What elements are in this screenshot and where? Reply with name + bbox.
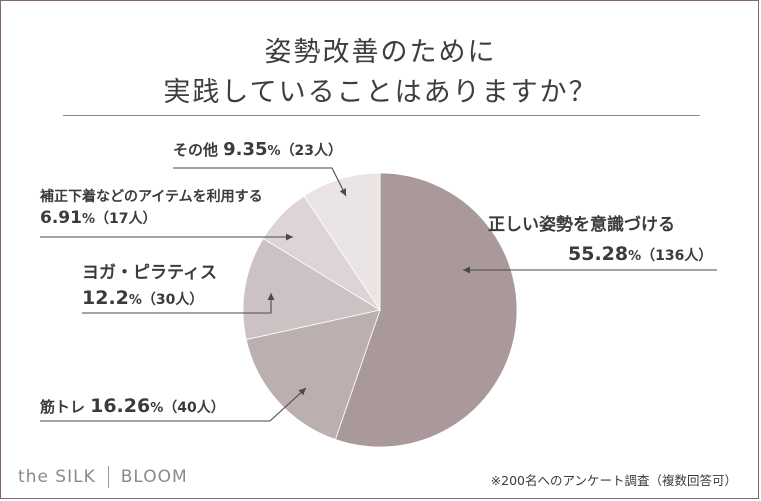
leader-strength-training [40,387,307,422]
label-corrective-underwear: 補正下着などのアイテムを利用する 6.91%（17人） [40,186,263,228]
brand-logo: the SILK BLOOM [18,466,188,488]
percent-sign: % [150,401,164,416]
slice-other [303,172,381,312]
slice-name: ヨガ・ピラティス [82,263,217,283]
chart-title-line1: 姿勢改善のために [264,37,497,68]
slice-count: （40人） [163,400,225,416]
brand-left: the SILK [18,467,96,487]
slice-name: 筋トレ [40,398,86,416]
slice-count: （23人） [280,143,343,159]
slice-percent: 6.91 [40,208,82,228]
percent-sign: % [628,249,642,264]
slice-count: （30人） [141,292,204,308]
slice-percent: 9.35 [223,139,268,160]
slice-percent: 55.28 [568,243,629,265]
slice-name: その他 [173,141,219,159]
leader-yoga-pilates-arrowhead [267,293,275,300]
label-other: その他 9.35%（23人） [173,139,342,160]
label-correct-posture: 正しい姿勢を意識づける 55.28%（136人） [488,210,712,265]
slice-name: 正しい姿勢を意識づける [488,215,675,235]
leader-other-arrowhead [339,188,346,196]
leader-correct-posture-arrowhead [463,266,470,274]
title-underline [63,115,700,116]
label-yoga-pilates: ヨガ・ピラティス 12.2%（30人） [82,258,217,309]
survey-footnote: ※200名へのアンケート調査（複数回答可） [490,473,737,488]
chart-title-line2: 実践していることはありますか？ [163,77,598,108]
slice-name: 補正下着などのアイテムを利用する [40,189,263,205]
slice-count: （136人） [641,248,713,264]
brand-divider [107,466,109,488]
percent-sign: % [267,144,281,159]
slice-percent: 12.2 [82,287,129,309]
slice-strength-training [245,309,381,441]
leader-other [173,167,347,197]
slice-count: （17人） [94,211,157,227]
percent-sign: % [128,293,142,308]
leader-strength-training-arrowhead [298,388,306,396]
slice-yoga-pilates [242,237,382,341]
label-strength-training: 筋トレ 16.26%（40人） [40,395,225,417]
brand-right: BLOOM [120,467,188,487]
slice-percent: 16.26 [90,395,151,417]
leader-corrective-underwear-arrowhead [286,233,293,241]
percent-sign: % [81,212,95,227]
slice-correct-posture [334,172,518,448]
